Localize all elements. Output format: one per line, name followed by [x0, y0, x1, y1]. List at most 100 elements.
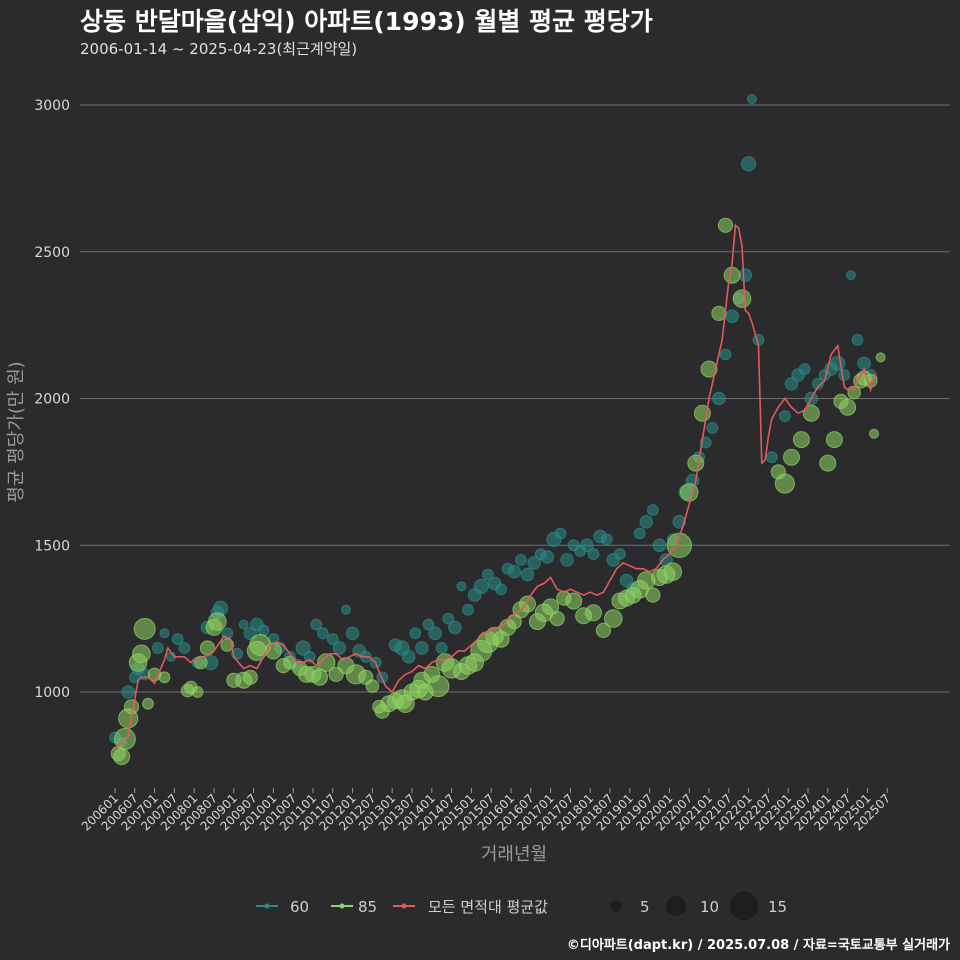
- series-85-point: [839, 398, 857, 416]
- series-60-point: [303, 650, 316, 663]
- series-60-point: [462, 603, 475, 616]
- series-60-point: [600, 533, 613, 546]
- series-85-point: [595, 622, 612, 639]
- y-tick-label: 2000: [34, 392, 70, 408]
- series-85-point: [427, 675, 450, 698]
- series-60-point: [121, 685, 135, 699]
- y-tick-label: 1000: [34, 685, 70, 701]
- series-60-point: [830, 355, 846, 371]
- series-85-point: [869, 428, 879, 439]
- series-85-point: [158, 671, 171, 684]
- series-60-point: [507, 564, 522, 579]
- legend-size-circle: [666, 896, 686, 916]
- series-60-point: [647, 504, 659, 516]
- series-85-point: [700, 360, 718, 378]
- series-60-point: [746, 94, 757, 105]
- legend-size-circle: [610, 900, 622, 912]
- series-60-point: [238, 619, 249, 630]
- series-85-points: [110, 217, 886, 766]
- series-85-point: [142, 697, 154, 710]
- series-85-point: [783, 448, 800, 466]
- series-60-point: [435, 642, 448, 654]
- series-60-point: [719, 348, 732, 361]
- series-60-point: [845, 270, 856, 281]
- series-60-point: [515, 554, 527, 566]
- series-60-point: [295, 640, 311, 656]
- series-85-point: [565, 592, 583, 610]
- series-85-point: [604, 609, 623, 628]
- series-85-point: [802, 404, 820, 422]
- series-85-point: [316, 653, 336, 672]
- legend-marker: [401, 903, 407, 909]
- series-60-point: [401, 650, 416, 664]
- series-60-point: [332, 641, 347, 655]
- series-85-point: [113, 748, 131, 766]
- series-85-point: [549, 611, 565, 627]
- series-60-point: [779, 410, 791, 423]
- series-60-point: [495, 583, 508, 596]
- series-60-point: [765, 451, 778, 464]
- average-line: [114, 223, 878, 749]
- series-60-point: [326, 633, 339, 646]
- series-60-point: [738, 268, 753, 283]
- series-85-point: [687, 454, 705, 472]
- series-60-point: [317, 627, 329, 640]
- legend-label: 60: [290, 898, 309, 916]
- chart-subtitle: 2006-01-14 ~ 2025-04-23(최근계약일): [80, 40, 358, 58]
- series-60-point: [706, 422, 719, 434]
- y-tick-label: 2500: [34, 245, 70, 261]
- series-60-point: [580, 538, 594, 553]
- series-60-point: [520, 567, 535, 582]
- series-85-point: [191, 686, 204, 698]
- series-60-point: [415, 641, 429, 655]
- series-85-point: [732, 289, 752, 309]
- series-60-point: [560, 553, 574, 567]
- series-85-point: [847, 385, 862, 400]
- series-85-point: [711, 305, 727, 321]
- series-60-point: [712, 391, 726, 406]
- series-85-point: [679, 483, 699, 502]
- series-85-point: [585, 604, 602, 622]
- series-85-point: [208, 612, 227, 631]
- series-60-point: [587, 548, 600, 560]
- grid-lines: [80, 104, 950, 693]
- series-60-point: [473, 578, 489, 594]
- series-60-point: [178, 642, 191, 654]
- y-tick-label: 1500: [34, 538, 70, 554]
- legend-marker: [264, 903, 270, 909]
- series-60-point: [812, 377, 824, 390]
- series-85-point: [666, 532, 692, 558]
- legend-size-label: 10: [700, 898, 719, 916]
- series-60-point: [725, 309, 739, 324]
- series-85-point: [717, 217, 734, 233]
- series-85-point: [242, 669, 258, 685]
- series-60-point: [442, 612, 455, 625]
- chart-title: 상동 반달마을(삼익) 아파트(1993) 월별 평균 평당가: [80, 7, 653, 36]
- series-60-point: [540, 550, 555, 564]
- series-85-point: [132, 644, 151, 664]
- legend-size-circle: [729, 891, 759, 921]
- series-85-point: [774, 473, 796, 494]
- legend-label: 85: [358, 898, 377, 916]
- series-60-point: [422, 618, 435, 631]
- series-85-point: [723, 266, 741, 284]
- series-60-point: [614, 548, 626, 560]
- series-60-point: [448, 620, 462, 635]
- source-credit: ©디아파트(dapt.kr) / 2025.07.08 / 자료=국토교통부 실…: [566, 938, 950, 953]
- series-85-point: [133, 617, 156, 640]
- series-60-point: [159, 628, 170, 639]
- series-85-point: [311, 668, 329, 686]
- y-axis-label: 평균 평당가(만 원): [6, 361, 27, 502]
- series-60-point: [633, 527, 646, 540]
- series-60-point: [741, 156, 757, 172]
- legend-marker: [339, 903, 345, 909]
- series-85-point: [825, 431, 843, 449]
- series-85-point: [663, 562, 683, 582]
- series-60-point: [652, 538, 667, 553]
- series-60-point: [341, 604, 351, 615]
- legend-label: 모든 면적대 평균값: [428, 898, 548, 916]
- series-60-point: [345, 626, 360, 641]
- series-60-point: [672, 515, 687, 529]
